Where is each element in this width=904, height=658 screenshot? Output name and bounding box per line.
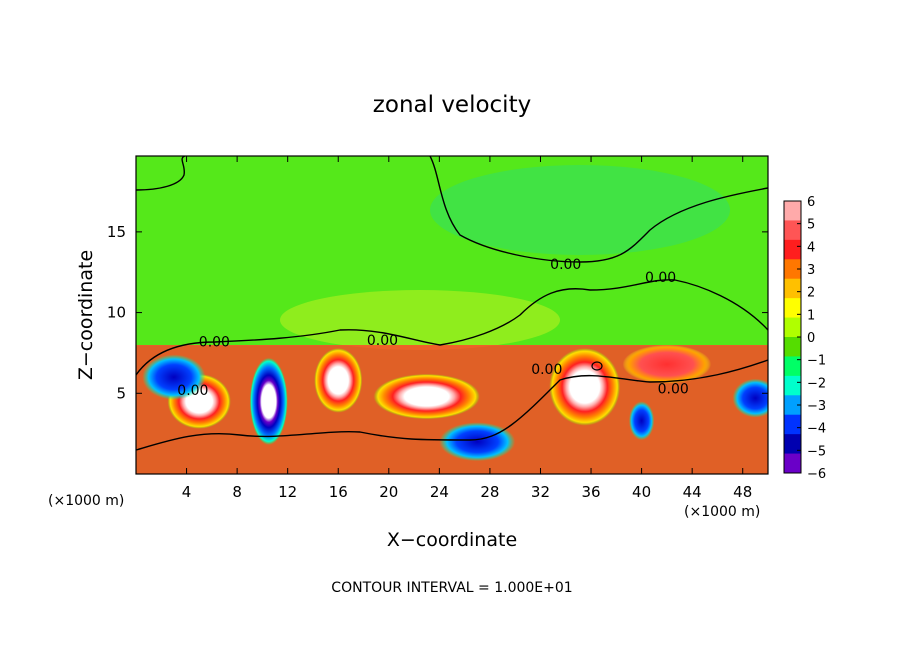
contour-interval-footer: CONTOUR INTERVAL = 1.000E+01 [331, 580, 572, 596]
contour-zero-upper [136, 156, 768, 263]
contour-label: 0.00 [177, 383, 208, 399]
x-tick-label: 8 [232, 483, 242, 501]
y-tick-label: 10 [107, 304, 126, 322]
colorbar-label: 1 [807, 308, 815, 323]
colorbar: 6 5 4 3 2 1 0 −1 −2 −3 −4 −5 −6 [783, 195, 826, 482]
yellowish-zone [280, 290, 560, 350]
colorbar-label: −1 [807, 354, 826, 369]
colorbar-segment [784, 356, 801, 377]
x-tick-label: 36 [581, 483, 600, 501]
field-feature-7 [732, 378, 768, 418]
x-tick-label: 28 [480, 483, 499, 501]
y-tick-label: 15 [107, 223, 126, 241]
contour-lines [136, 156, 768, 451]
field-feature-2 [373, 373, 480, 420]
colorbar-label: −4 [807, 422, 826, 437]
x-axis: 4 8 12 16 20 24 28 32 36 40 44 48 [182, 156, 752, 501]
plot-frame [135, 155, 769, 475]
field-feature-3 [549, 348, 621, 426]
colorbar-segment [784, 201, 801, 221]
colorbar-segment [784, 337, 801, 357]
x-unit-left: (×1000 m) [48, 493, 124, 509]
colorbar-label: 4 [807, 240, 815, 255]
x-tick-label: 44 [683, 483, 702, 501]
field-feature-6 [439, 422, 516, 462]
x-axis-label: X−coordinate [387, 529, 517, 551]
light-green-upper-right [430, 165, 730, 255]
field-feature-5 [142, 354, 206, 400]
colorbar-segment [784, 278, 801, 299]
contour-label: 0.00 [367, 333, 398, 349]
colorbar-segment [784, 453, 801, 474]
colorbar-segment [784, 434, 801, 455]
contour-label: 0.00 [658, 381, 689, 397]
contour-zero-middle [136, 279, 768, 376]
field-feature-8 [628, 401, 655, 441]
colorbar-label: −3 [807, 399, 826, 414]
colorbar-segment [784, 259, 801, 280]
contour-label-layer: 0.00 0.00 0.00 0.00 0.00 0.00 0.00 [177, 257, 688, 399]
y-axis-label: Z−coordinate [75, 250, 97, 380]
x-tick-label: 48 [733, 483, 752, 501]
contour-label: 0.00 [199, 335, 230, 351]
contour-label: 0.00 [645, 270, 676, 286]
x-tick-label: 40 [632, 483, 651, 501]
colorbar-label: 2 [807, 286, 815, 301]
field-feature-1 [314, 348, 363, 413]
chart-title: zonal velocity [373, 92, 531, 118]
colorbar-segment [784, 298, 801, 319]
colorbar-label: −6 [807, 467, 826, 482]
colorbar-label: 5 [807, 218, 815, 233]
x-tick-label: 12 [278, 483, 297, 501]
x-tick-label: 16 [329, 483, 348, 501]
colorbar-segment [784, 375, 801, 396]
x-unit-right: (×1000 m) [684, 504, 760, 520]
x-tick-label: 4 [182, 483, 192, 501]
contour-zero-lower [136, 359, 768, 451]
x-tick-label: 32 [531, 483, 550, 501]
colorbar-segment [784, 239, 801, 260]
colorbar-label: 6 [807, 195, 815, 210]
plot-area: 0.00 0.00 0.00 0.00 0.00 0.00 0.00 [135, 155, 769, 475]
colorbar-label: 3 [807, 263, 815, 278]
colorbar-label: −5 [807, 444, 826, 459]
field-layer [136, 156, 768, 474]
colorbar-segment [784, 220, 801, 241]
y-axis: 5 10 15 [107, 223, 768, 402]
x-tick-label: 20 [379, 483, 398, 501]
y-tick-label: 5 [116, 384, 126, 402]
field-feature-9 [622, 344, 712, 384]
field-feature-4 [249, 357, 288, 445]
colorbar-label: −2 [807, 376, 826, 391]
colorbar-segment [784, 317, 801, 338]
colorbar-segment [784, 414, 801, 435]
contour-label: 0.00 [550, 257, 581, 273]
feature-layer [142, 344, 768, 462]
colorbar-label: 0 [807, 331, 815, 346]
x-tick-label: 24 [430, 483, 449, 501]
contour-label: 0.00 [531, 362, 562, 378]
colorbar-segment [784, 395, 801, 416]
contour-small-loop [591, 361, 603, 371]
